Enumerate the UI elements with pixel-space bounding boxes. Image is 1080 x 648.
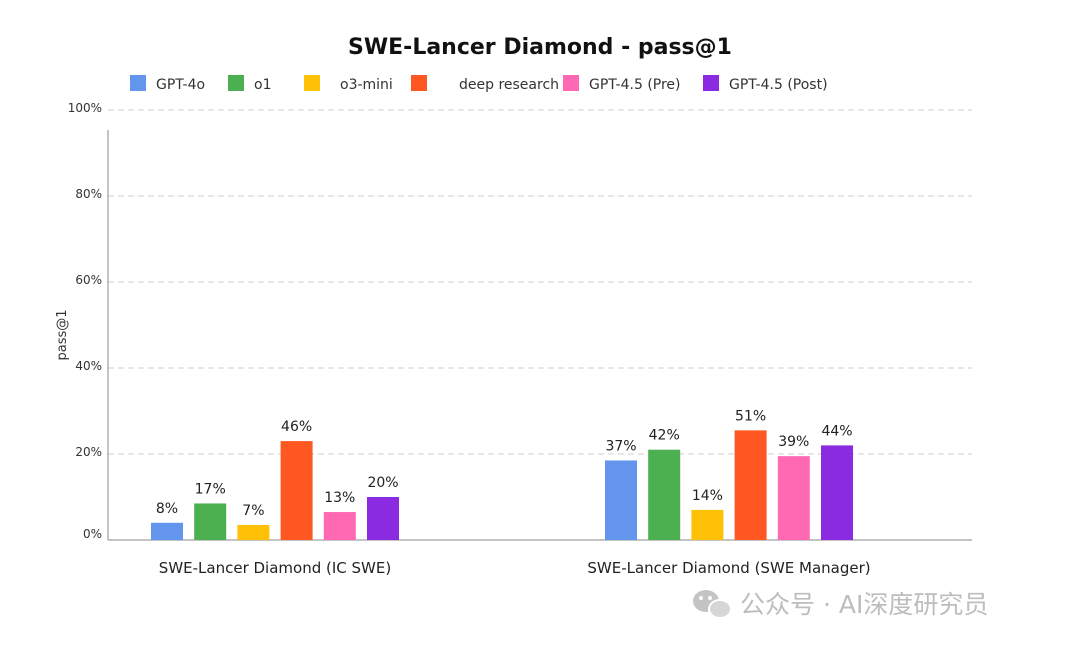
legend-label: GPT-4.5 (Pre) <box>589 77 681 93</box>
data-label: 17% <box>195 481 226 497</box>
bar <box>237 524 270 540</box>
data-label: 39% <box>778 434 809 450</box>
category-label: SWE-Lancer Diamond (IC SWE) <box>159 559 391 577</box>
legend-label: o3-mini <box>340 77 393 93</box>
bar <box>367 497 399 540</box>
bar <box>648 449 681 540</box>
y-tick-label: 60% <box>75 273 102 287</box>
watermark-text: 公众号 · AI深度研究员 <box>740 590 988 619</box>
category-label: SWE-Lancer Diamond (SWE Manager) <box>587 559 870 577</box>
wechat-icon <box>693 590 732 619</box>
data-label: 20% <box>367 475 398 491</box>
y-tick-label: 40% <box>75 359 102 373</box>
y-axis-ticks: 0% 20% 40% 60% 80% 100% <box>68 101 102 541</box>
bar <box>323 512 356 540</box>
data-label: 37% <box>605 438 636 454</box>
legend-label: o1 <box>254 77 271 93</box>
legend-label: deep research <box>459 77 559 93</box>
watermark: 公众号 · AI深度研究员 <box>693 590 988 619</box>
y-tick-label: 100% <box>68 101 102 115</box>
bar <box>691 509 724 540</box>
legend-swatch <box>304 75 320 91</box>
bar <box>734 430 767 540</box>
bars <box>151 430 853 540</box>
data-label: 13% <box>324 490 355 506</box>
data-label: 44% <box>821 423 852 439</box>
bar <box>280 441 313 540</box>
legend-swatch <box>130 75 146 91</box>
bar <box>194 503 227 540</box>
legend: GPT-4o o1 o3-mini deep research GPT-4.5 (Pre… <box>130 75 828 93</box>
data-label: 46% <box>281 419 312 435</box>
bar <box>151 522 183 540</box>
y-tick-label: 20% <box>75 445 102 459</box>
category-labels: SWE-Lancer Diamond (IC SWE) SWE-Lancer Di… <box>159 559 871 577</box>
bar <box>605 460 637 540</box>
legend-swatch <box>228 75 244 91</box>
y-tick-label: 0% <box>83 527 102 541</box>
data-label: 51% <box>735 408 766 424</box>
bar <box>821 445 853 540</box>
legend-label: GPT-4.5 (Post) <box>729 77 828 93</box>
data-label: 7% <box>242 503 264 519</box>
bar <box>777 456 810 540</box>
y-tick-label: 80% <box>75 187 102 201</box>
data-label: 42% <box>649 428 680 444</box>
data-label: 14% <box>692 488 723 504</box>
legend-label: GPT-4o <box>156 77 205 93</box>
data-label: 8% <box>156 501 178 517</box>
y-axis-label: pass@1 <box>55 309 70 360</box>
grid-lines <box>108 109 972 455</box>
legend-swatch <box>563 75 579 91</box>
data-labels: 8% 17% 7% 46% 13% 20% 37% 42% 14% 51% 39% 44% <box>156 408 853 519</box>
legend-swatch <box>703 75 719 91</box>
chart-title: SWE-Lancer Diamond - pass@1 <box>348 35 732 60</box>
legend-swatch <box>411 75 427 91</box>
